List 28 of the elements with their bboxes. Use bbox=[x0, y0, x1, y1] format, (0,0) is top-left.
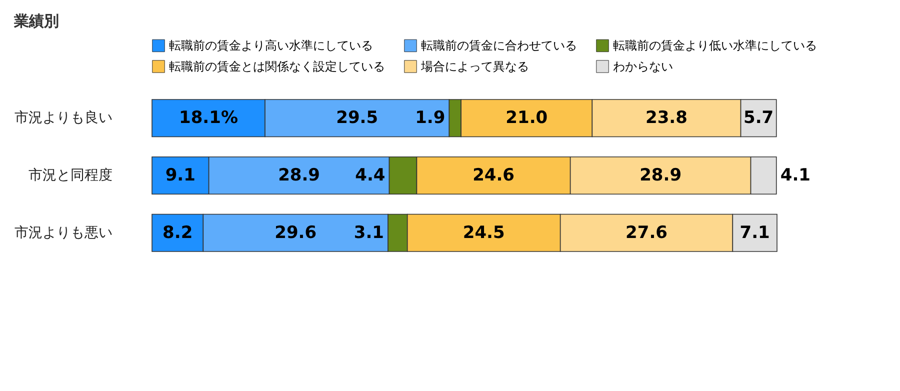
chart-title: 業績別 bbox=[13, 12, 59, 30]
data-label: 5.7 bbox=[744, 108, 774, 128]
data-label: 24.5 bbox=[462, 222, 505, 243]
data-label: 18.1% bbox=[179, 108, 238, 128]
legend-label: 転職前の賃金より低い水準にしている bbox=[613, 38, 817, 53]
data-label: 24.6 bbox=[472, 166, 515, 186]
data-label: 8.2 bbox=[162, 222, 193, 243]
legend-label: 場合によって異なる bbox=[420, 60, 529, 74]
data-label: 29.5 bbox=[336, 108, 378, 128]
data-label: 9.1 bbox=[165, 166, 196, 186]
legend-label: 転職前の賃金より高い水準にしている bbox=[169, 38, 373, 53]
legend-label: 転職前の賃金に合わせている bbox=[421, 38, 577, 53]
legend-label: 転職前の賃金とは関係なく設定している bbox=[169, 60, 385, 74]
data-label: 28.9 bbox=[640, 166, 682, 186]
y-tick-label: 市況と同程度 bbox=[28, 168, 112, 184]
data-label: 4.1 bbox=[780, 166, 810, 186]
data-label: 4.4 bbox=[355, 166, 386, 186]
legend-label: わからない bbox=[613, 60, 673, 74]
data-label: 27.6 bbox=[626, 222, 668, 243]
data-label: 29.6 bbox=[274, 222, 317, 243]
data-label: 28.9 bbox=[278, 166, 320, 186]
y-tick-label: 市況よりも良い bbox=[14, 110, 112, 126]
data-label: 7.1 bbox=[740, 222, 770, 243]
data-label: 23.8 bbox=[646, 108, 688, 128]
data-label: 21.0 bbox=[506, 108, 548, 128]
data-label: 1.9 bbox=[415, 108, 446, 128]
y-tick-label: 市況よりも悪い bbox=[14, 224, 112, 241]
data-label: 3.1 bbox=[354, 222, 384, 243]
